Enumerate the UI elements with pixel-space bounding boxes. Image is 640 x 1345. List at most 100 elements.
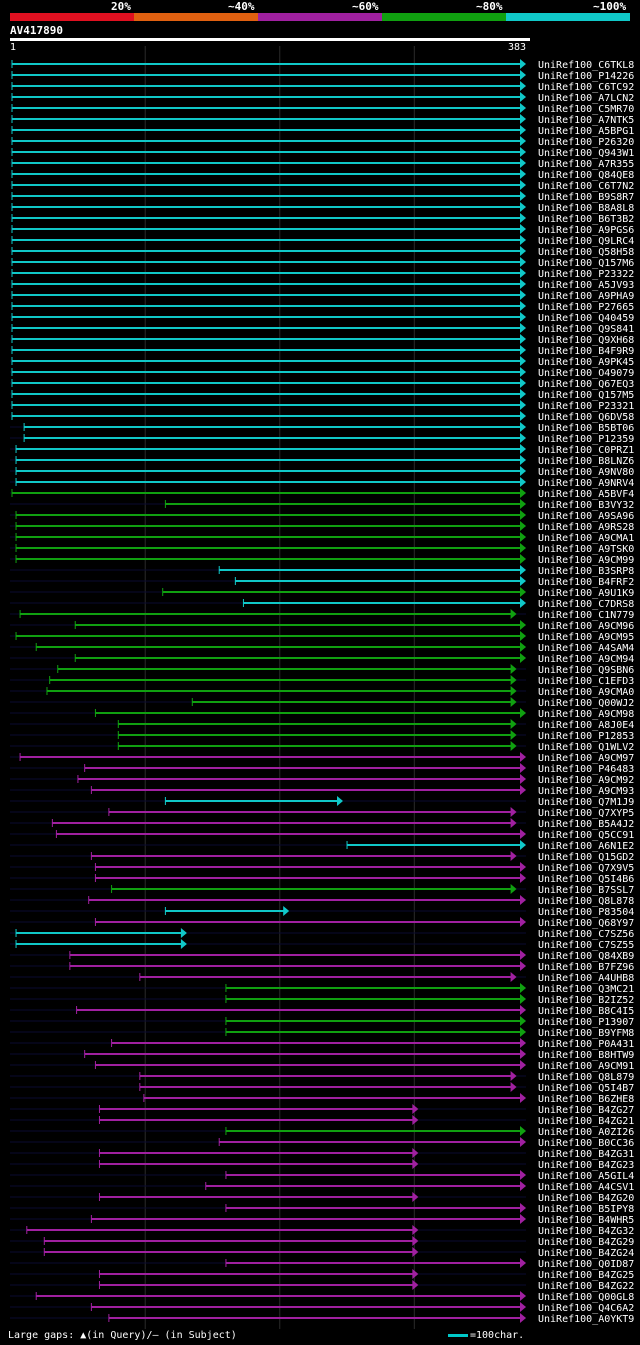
hit-arrow bbox=[283, 906, 290, 916]
hit-arrow bbox=[520, 752, 526, 762]
hit-label: UniRef100_A9CM96 bbox=[538, 621, 634, 632]
hit-label: UniRef100_B6ZHE8 bbox=[538, 1094, 634, 1105]
hit-label: UniRef100_A9CM94 bbox=[538, 654, 634, 665]
hit-arrow bbox=[520, 312, 526, 322]
hit-label: UniRef100_Q8L879 bbox=[538, 1072, 634, 1083]
hit-label: UniRef100_B2IZ52 bbox=[538, 995, 634, 1006]
hit-label: UniRef100_A5JV93 bbox=[538, 280, 634, 291]
hit-label: UniRef100_A9RS28 bbox=[538, 522, 634, 533]
hit-label: UniRef100_Q7X9V5 bbox=[538, 863, 634, 874]
hit-label: UniRef100_Q67EQ3 bbox=[538, 379, 634, 390]
hit-arrow bbox=[412, 1159, 419, 1169]
legend-segment bbox=[506, 13, 630, 21]
hit-arrow bbox=[520, 499, 526, 509]
hit-arrow bbox=[520, 70, 526, 80]
hit-arrow bbox=[520, 873, 526, 883]
hit-label: UniRef100_C1EFD3 bbox=[538, 676, 634, 687]
scale-legend: =100char. bbox=[448, 1330, 524, 1341]
hit-arrow bbox=[520, 488, 526, 498]
hit-arrow bbox=[520, 1258, 526, 1268]
hit-arrow bbox=[520, 708, 526, 718]
hit-label: UniRef100_P23321 bbox=[538, 401, 634, 412]
hit-arrow bbox=[520, 378, 526, 388]
hit-label: UniRef100_A9CMA0 bbox=[538, 687, 634, 698]
hit-label: UniRef100_A9CM92 bbox=[538, 775, 634, 786]
hit-label: UniRef100_Q5I4B7 bbox=[538, 1083, 634, 1094]
hit-arrow bbox=[520, 1038, 526, 1048]
hit-arrow bbox=[520, 1005, 526, 1015]
hit-label: UniRef100_A0ZI26 bbox=[538, 1127, 634, 1138]
hit-arrow bbox=[510, 818, 517, 828]
hit-label: UniRef100_Q157M5 bbox=[538, 390, 634, 401]
hit-label: UniRef100_A5BVF4 bbox=[538, 489, 634, 500]
hit-label: UniRef100_A5BPG1 bbox=[538, 126, 634, 137]
hit-label: UniRef100_B5A4J2 bbox=[538, 819, 634, 830]
legend-label: ~100% bbox=[593, 0, 627, 13]
hit-label: UniRef100_Q5CC91 bbox=[538, 830, 634, 841]
hit-arrow bbox=[510, 719, 517, 729]
hit-arrow bbox=[520, 158, 526, 168]
hit-label: UniRef100_A7NTK5 bbox=[538, 115, 634, 126]
hit-arrow bbox=[520, 1214, 526, 1224]
hit-arrow bbox=[412, 1104, 419, 1114]
hit-arrow bbox=[520, 576, 526, 586]
hit-label: UniRef100_A9NRV4 bbox=[538, 478, 634, 489]
hit-label: UniRef100_A9PK45 bbox=[538, 357, 634, 368]
hit-label: UniRef100_B9S8R7 bbox=[538, 192, 634, 203]
hit-label: UniRef100_P23322 bbox=[538, 269, 634, 280]
hit-arrow bbox=[520, 631, 526, 641]
hit-arrow bbox=[510, 697, 517, 707]
hit-label: UniRef100_C0PRZ1 bbox=[538, 445, 634, 456]
hit-arrow bbox=[412, 1280, 419, 1290]
hit-arrow bbox=[520, 1203, 526, 1213]
query-id: AV417890 bbox=[10, 24, 63, 37]
hit-label: UniRef100_B4F9R9 bbox=[538, 346, 634, 357]
hit-arrow bbox=[520, 444, 526, 454]
hit-label: UniRef100_A9CM95 bbox=[538, 632, 634, 643]
hit-arrow bbox=[520, 147, 526, 157]
hit-label: UniRef100_B4ZG23 bbox=[538, 1160, 634, 1171]
hit-arrow bbox=[520, 235, 526, 245]
hit-label: UniRef100_Q9LRC4 bbox=[538, 236, 634, 247]
hit-arrow bbox=[520, 477, 526, 487]
hit-label: UniRef100_A9SA96 bbox=[538, 511, 634, 522]
hit-label: UniRef100_Q9XH68 bbox=[538, 335, 634, 346]
hit-arrow bbox=[510, 851, 517, 861]
hit-label: UniRef100_B4ZG22 bbox=[538, 1281, 634, 1292]
hit-arrow bbox=[520, 268, 526, 278]
hit-label: UniRef100_A9U1K9 bbox=[538, 588, 634, 599]
hit-label: UniRef100_A7R355 bbox=[538, 159, 634, 170]
hit-arrow bbox=[510, 730, 517, 740]
hit-arrow bbox=[510, 664, 517, 674]
hit-arrow bbox=[520, 290, 526, 300]
hit-label: UniRef100_C5MR70 bbox=[538, 104, 634, 115]
hit-arrow bbox=[520, 1126, 526, 1136]
hit-label: UniRef100_B4ZG31 bbox=[538, 1149, 634, 1160]
identity-legend-bar bbox=[10, 13, 630, 21]
hit-label: UniRef100_B3SRP8 bbox=[538, 566, 634, 577]
hit-arrow bbox=[520, 543, 526, 553]
hit-arrow bbox=[520, 1093, 526, 1103]
hit-arrow bbox=[520, 389, 526, 399]
hit-label: UniRef100_Q00WJ2 bbox=[538, 698, 634, 709]
hit-label: UniRef100_B4WHR5 bbox=[538, 1215, 634, 1226]
hit-arrow bbox=[520, 587, 526, 597]
hit-arrow bbox=[520, 862, 526, 872]
hit-arrow bbox=[520, 356, 526, 366]
hit-label: UniRef100_A9PHA9 bbox=[538, 291, 634, 302]
hit-label: UniRef100_P27665 bbox=[538, 302, 634, 313]
hit-label: UniRef100_B4FRF2 bbox=[538, 577, 634, 588]
hit-arrow bbox=[412, 1236, 419, 1246]
hit-label: UniRef100_B8HTW9 bbox=[538, 1050, 634, 1061]
hit-arrow bbox=[520, 1181, 526, 1191]
hit-arrow bbox=[510, 1071, 517, 1081]
hit-label: UniRef100_Q6DV58 bbox=[538, 412, 634, 423]
hit-label: UniRef100_A8J0E4 bbox=[538, 720, 634, 731]
hit-arrow bbox=[510, 609, 517, 619]
hit-label: UniRef100_A4UHB8 bbox=[538, 973, 634, 984]
hit-label: UniRef100_P26320 bbox=[538, 137, 634, 148]
hit-label: UniRef100_Q7M1J9 bbox=[538, 797, 634, 808]
hit-label: UniRef100_A9CM93 bbox=[538, 786, 634, 797]
hit-arrow bbox=[520, 213, 526, 223]
